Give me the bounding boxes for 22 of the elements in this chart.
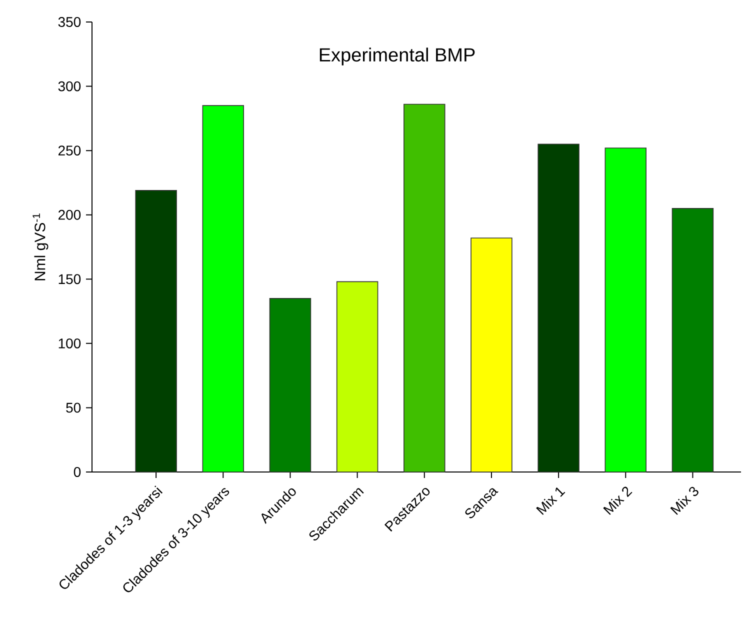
y-tick-label: 300	[58, 81, 81, 92]
bar	[404, 104, 446, 472]
y-axis-title: Nml gVS$^{-1}$	[32, 214, 48, 280]
y-tick-label: 0	[74, 467, 81, 477]
x-tick-label: Mix 2	[603, 486, 632, 515]
bar	[269, 298, 312, 472]
bar	[336, 281, 378, 472]
y-tick-label: 100	[58, 338, 81, 348]
y-tick-label: 150	[58, 274, 81, 284]
y-tick-label: 50	[66, 402, 81, 413]
bar	[604, 148, 646, 472]
y-tick-label: 350	[58, 17, 81, 27]
bar	[672, 208, 714, 472]
bar	[135, 190, 177, 472]
text: Experimental BMP	[320, 48, 475, 66]
x-tick-label: Mix 1	[536, 487, 566, 515]
y-tick-label: 250	[58, 146, 81, 156]
x-tick-label: Mix 3	[670, 486, 698, 515]
bar	[202, 105, 244, 472]
bar	[538, 144, 580, 472]
bar	[470, 238, 512, 472]
y-tick-label: 200	[58, 210, 81, 220]
